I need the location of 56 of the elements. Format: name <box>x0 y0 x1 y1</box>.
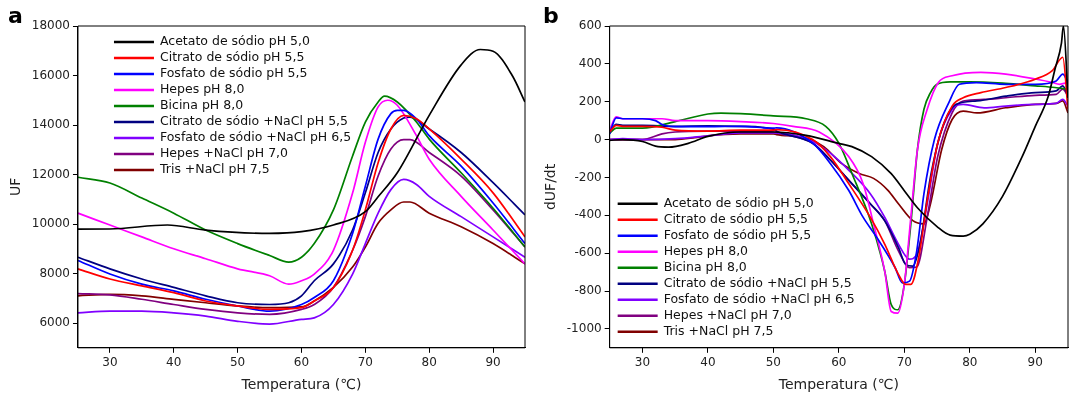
legend-label: Acetato de sódio pH 5,0 <box>159 33 310 49</box>
x-tick-label: 90 <box>485 355 501 370</box>
y-tick-label: 600 <box>578 18 602 33</box>
legend-label: Hepes +NaCl pH 7,0 <box>159 145 289 161</box>
legend-label: Fosfato de sódio pH 5,5 <box>663 227 812 243</box>
x-tick-label: 50 <box>229 355 246 370</box>
legend-label: Tris +NaCl pH 7,5 <box>158 161 270 177</box>
legend-label: Citrato de sódio +NaCl pH 5,5 <box>663 275 852 291</box>
y-tick-label: -1000 <box>566 321 602 335</box>
y-tick-label: 400 <box>578 55 602 70</box>
line-series <box>77 178 525 325</box>
x-tick-label: 60 <box>831 355 847 370</box>
y-tick-label: 18000 <box>31 18 70 33</box>
y-tick-label: -400 <box>574 207 602 222</box>
legend-label: Tris +NaCl pH 7,5 <box>662 323 774 339</box>
x-tick-label: 50 <box>765 355 781 370</box>
x-tick-label: 90 <box>1027 355 1043 370</box>
legend-label: Hepes pH 8,0 <box>663 243 749 259</box>
x-tick-label: 40 <box>166 355 182 370</box>
x-tick-label: 60 <box>293 355 310 370</box>
y-tick-label: -200 <box>574 169 602 184</box>
legend-label: Hepes +NaCl pH 7,0 <box>663 307 792 323</box>
legend-label: Bicina pH 8,0 <box>663 259 747 275</box>
x-tick-label: 30 <box>102 355 118 370</box>
chart-title: a <box>8 2 23 28</box>
y-tick-label: 0 <box>594 131 602 146</box>
y-tick-label: 12000 <box>31 166 70 181</box>
legend-label: Acetato de sódio pH 5,0 <box>663 195 814 211</box>
x-axis-title: Temperatura (℃) <box>777 376 899 393</box>
y-tick-label: -800 <box>574 283 602 298</box>
y-tick-label: 6000 <box>39 315 70 330</box>
y-tick-label: 10000 <box>31 216 70 231</box>
legend-label: Fosfato de sódio pH 5,5 <box>159 65 308 81</box>
legend-label: Bicina pH 8,0 <box>159 97 244 113</box>
legend-label: Citrato de sódio +NaCl pH 5,5 <box>159 113 349 129</box>
x-tick-label: 80 <box>962 355 978 370</box>
legend-label: Fosfato de sódio +NaCl pH 6,5 <box>663 291 855 307</box>
y-tick-label: 200 <box>578 93 602 108</box>
x-tick-label: 70 <box>357 355 373 370</box>
y-axis-title: dUF/dt <box>542 163 559 211</box>
legend-label: Citrato de sódio pH 5,5 <box>159 49 305 65</box>
y-tick-label: 8000 <box>39 265 70 280</box>
y-tick-label: 14000 <box>31 117 70 132</box>
chart-title: b <box>543 2 559 28</box>
x-axis-title: Temperatura (℃) <box>240 376 362 393</box>
y-tick-label: 16000 <box>31 67 70 82</box>
x-tick-label: 70 <box>896 355 912 370</box>
line-series <box>77 201 525 309</box>
y-tick-label: -600 <box>574 245 602 260</box>
legend-label: Hepes pH 8,0 <box>159 81 245 97</box>
y-axis-title: UF <box>7 177 24 197</box>
x-tick-label: 40 <box>700 355 716 370</box>
legend-label: Citrato de sódio pH 5,5 <box>663 211 809 227</box>
x-tick-label: 80 <box>421 355 437 370</box>
x-tick-label: 30 <box>634 355 651 370</box>
legend-label: Fosfato de sódio +NaCl pH 6,5 <box>159 129 352 145</box>
